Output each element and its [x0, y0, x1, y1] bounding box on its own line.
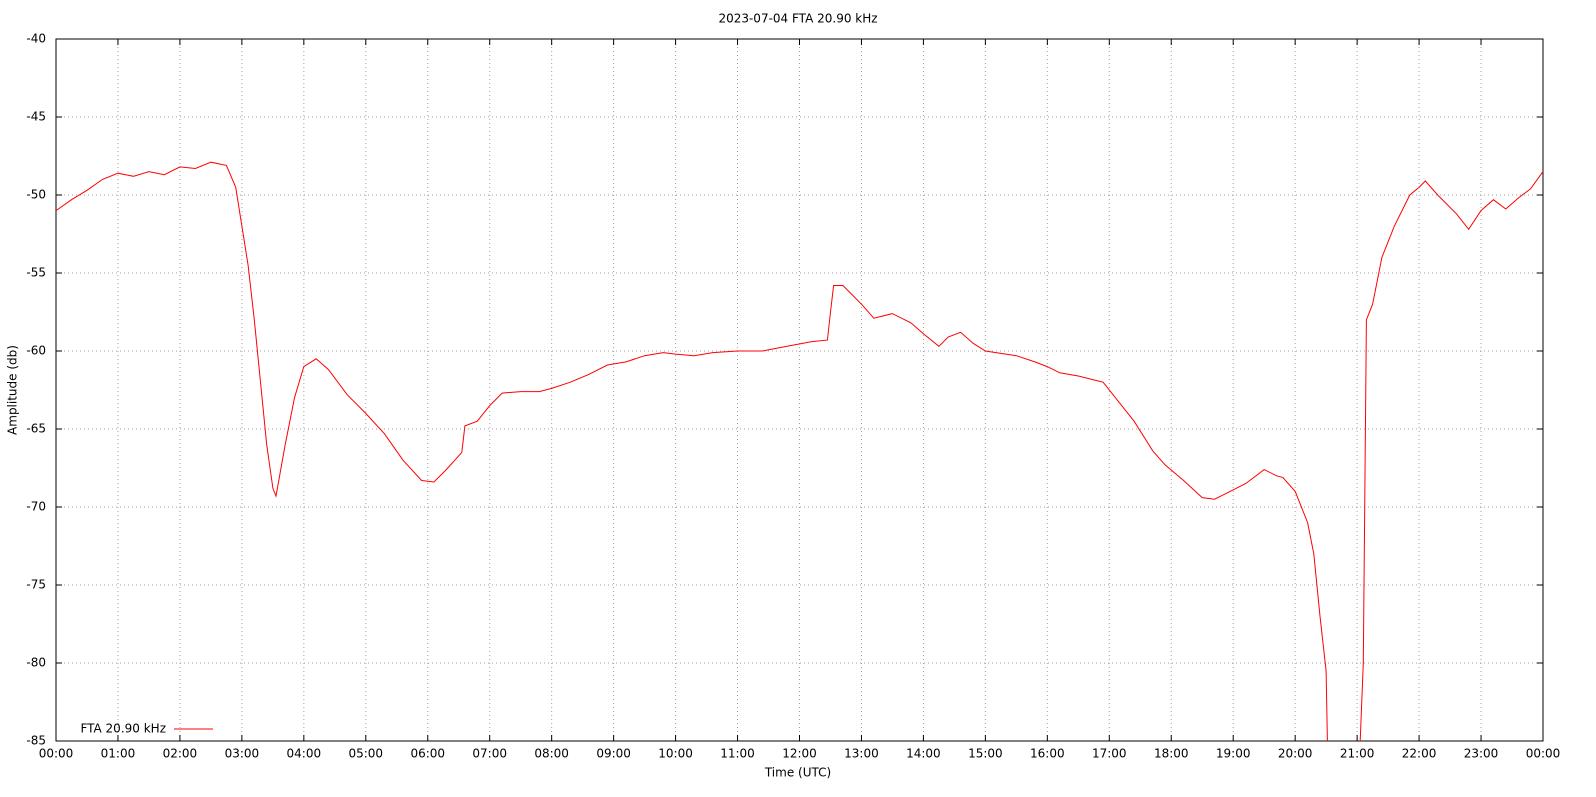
x-tick-label: 09:00	[596, 747, 631, 761]
x-tick-label: 14:00	[906, 747, 941, 761]
y-tick-label: -75	[26, 578, 46, 592]
x-tick-label: 13:00	[844, 747, 879, 761]
x-axis-title: Time (UTC)	[764, 766, 831, 780]
x-tick-label: 21:00	[1340, 747, 1375, 761]
y-tick-label: -80	[26, 656, 46, 670]
x-tick-label: 16:00	[1030, 747, 1065, 761]
x-tick-label: 04:00	[287, 747, 322, 761]
y-tick-label: -60	[26, 344, 46, 358]
data-line	[55, 161, 1544, 742]
x-tick-label: 23:00	[1464, 747, 1499, 761]
x-tick-label: 06:00	[410, 747, 445, 761]
x-tick-label: 02:00	[163, 747, 198, 761]
x-tick-label: 00:00	[39, 747, 74, 761]
x-tick-label: 15:00	[968, 747, 1003, 761]
x-tick-label: 01:00	[101, 747, 136, 761]
x-tick-label: 00:00	[1526, 747, 1561, 761]
y-tick-label: -55	[26, 266, 46, 280]
x-tick-label: 08:00	[534, 747, 569, 761]
y-tick-label: -40	[26, 32, 46, 46]
x-tick-label: 19:00	[1216, 747, 1251, 761]
chart-title: 2023-07-04 FTA 20.90 kHz	[718, 12, 877, 26]
legend-label: FTA 20.90 kHz	[80, 722, 166, 736]
y-tick-label: -50	[26, 188, 46, 202]
x-tick-label: 11:00	[720, 747, 755, 761]
x-tick-label: 20:00	[1278, 747, 1313, 761]
x-tick-label: 12:00	[782, 747, 817, 761]
x-tick-label: 07:00	[472, 747, 507, 761]
y-axis-title: Amplitude (db)	[6, 345, 20, 435]
y-tick-label: -85	[26, 734, 46, 748]
y-tick-label: -45	[26, 110, 46, 124]
x-tick-label: 10:00	[658, 747, 693, 761]
x-tick-label: 17:00	[1092, 747, 1127, 761]
x-tick-label: 03:00	[225, 747, 260, 761]
y-tick-label: -70	[26, 500, 46, 514]
x-tick-label: 22:00	[1402, 747, 1437, 761]
x-tick-label: 05:00	[348, 747, 383, 761]
x-tick-label: 18:00	[1154, 747, 1189, 761]
y-tick-label: -65	[26, 422, 46, 436]
